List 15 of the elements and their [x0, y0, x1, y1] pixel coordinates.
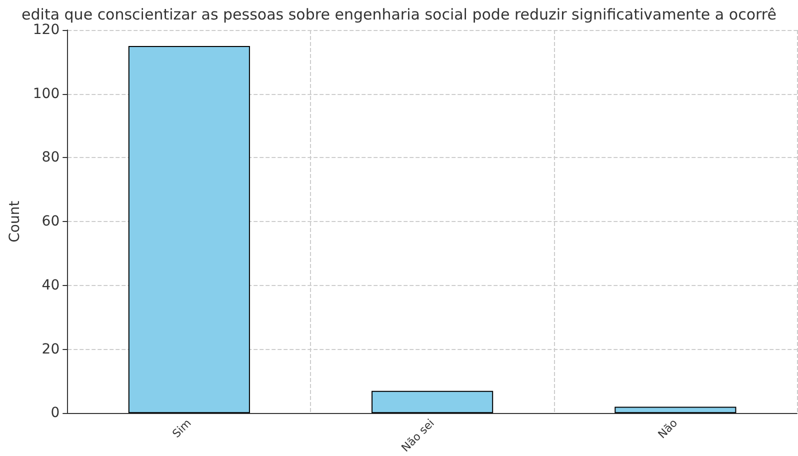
y-tick-label: 20 — [42, 341, 60, 358]
bar — [128, 46, 250, 414]
bar — [372, 390, 494, 414]
y-tick-label: 60 — [42, 214, 60, 230]
y-tick-label: 80 — [42, 150, 60, 166]
y-tick-label: 100 — [32, 86, 60, 102]
x-tick-label: Não sei — [398, 416, 437, 455]
y-tick-label: 120 — [32, 22, 60, 38]
bar — [614, 406, 736, 414]
y-axis-title: Count — [7, 200, 23, 242]
chart-title: edita que conscientizar as pessoas sobre engenharia social pode reduzir significativamente a ocorrê — [22, 6, 776, 24]
x-tick-label: Sim — [170, 416, 194, 440]
x-tick-label: Não — [656, 416, 680, 442]
y-tick-label: 0 — [50, 405, 60, 422]
y-tick-label: 40 — [42, 277, 60, 294]
